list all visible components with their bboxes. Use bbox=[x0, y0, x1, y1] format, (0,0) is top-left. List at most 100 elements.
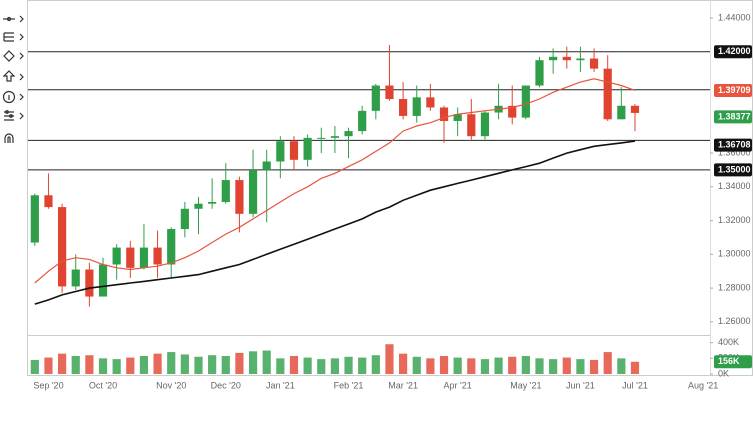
volume-bar bbox=[453, 357, 462, 374]
level-tag: 1.42000 bbox=[718, 46, 751, 56]
candle-body bbox=[330, 136, 339, 138]
price-tag-bg bbox=[714, 110, 752, 124]
volume-bar bbox=[85, 355, 94, 374]
volume-bar bbox=[235, 352, 244, 374]
y-tick-label: 1.28000 bbox=[718, 282, 751, 292]
volume-bar bbox=[589, 359, 599, 374]
ma-tag: 1.39709 bbox=[718, 85, 751, 95]
volume-tag-bg bbox=[714, 355, 752, 369]
y-tick-label: 1.26000 bbox=[718, 316, 751, 326]
candle-body bbox=[262, 161, 271, 170]
volume-bar bbox=[603, 352, 612, 374]
candle-body bbox=[153, 247, 162, 265]
ma-tag: 1.36708 bbox=[718, 139, 751, 149]
volume-bar bbox=[562, 357, 571, 374]
candle-body bbox=[58, 207, 67, 287]
volume-bar bbox=[494, 357, 503, 374]
candle-body bbox=[385, 85, 394, 100]
volume-bar bbox=[71, 356, 80, 374]
candle-body bbox=[194, 203, 203, 209]
price-tag: 1.38377 bbox=[718, 111, 751, 121]
candle-body bbox=[358, 110, 367, 132]
candle-body bbox=[399, 99, 408, 116]
tool-line[interactable] bbox=[3, 15, 24, 23]
tool-shape[interactable] bbox=[3, 50, 24, 62]
candle-body bbox=[303, 137, 312, 160]
volume-bar bbox=[467, 358, 476, 374]
volume-bar bbox=[126, 357, 135, 374]
candle-body bbox=[289, 141, 299, 160]
level-tag-bg bbox=[714, 163, 752, 177]
volume-bar bbox=[221, 356, 230, 374]
candle-body bbox=[248, 169, 258, 214]
candle-body bbox=[71, 269, 80, 287]
candle-body bbox=[208, 202, 217, 204]
volume-bar bbox=[180, 354, 189, 374]
candle-body bbox=[412, 97, 421, 116]
volume-bar bbox=[439, 356, 449, 374]
level-tag: 1.35000 bbox=[718, 164, 751, 174]
volume-bar bbox=[289, 356, 299, 374]
toolbar bbox=[2, 15, 24, 143]
volume-bar bbox=[399, 353, 408, 374]
candle-body bbox=[630, 105, 640, 113]
candle-body bbox=[589, 58, 599, 69]
x-tick-label: Sep '20 bbox=[33, 380, 63, 390]
volume-bar bbox=[58, 353, 67, 374]
tool-settings[interactable] bbox=[4, 110, 24, 121]
candle-body bbox=[480, 112, 490, 137]
moving-average bbox=[34, 78, 636, 284]
candle-body bbox=[30, 195, 39, 243]
volume-bar bbox=[385, 344, 394, 374]
tool-magnet[interactable] bbox=[4, 133, 14, 143]
candle-body bbox=[344, 131, 353, 137]
x-tick-label: Dec '20 bbox=[211, 380, 241, 390]
x-tick-label: Jan '21 bbox=[266, 380, 295, 390]
volume-bar bbox=[194, 356, 203, 374]
candle-body bbox=[562, 56, 571, 61]
volume-bar bbox=[617, 358, 626, 374]
candle-body bbox=[276, 141, 285, 162]
volume-tag: 156K bbox=[718, 356, 740, 366]
volume-bar bbox=[630, 361, 640, 374]
volume-bar bbox=[480, 359, 490, 374]
volume-bar bbox=[208, 355, 217, 374]
x-tick-label: Jun '21 bbox=[566, 380, 595, 390]
y-tick-label: 1.44000 bbox=[718, 12, 751, 22]
volume-bar bbox=[44, 357, 53, 374]
ma-tag-bg bbox=[714, 83, 752, 97]
candle-body bbox=[603, 68, 612, 120]
y-tick-label: 1.34000 bbox=[718, 181, 751, 191]
tool-info[interactable] bbox=[2, 90, 24, 104]
volume-bar bbox=[303, 357, 312, 374]
volume-bar bbox=[535, 358, 544, 374]
volume-bar bbox=[549, 359, 558, 374]
candle-body bbox=[167, 229, 176, 265]
chart-frame bbox=[27, 0, 753, 376]
tool-arrow[interactable] bbox=[2, 70, 24, 82]
candle-body bbox=[576, 58, 585, 61]
x-tick-label: May '21 bbox=[510, 380, 541, 390]
candle-body bbox=[317, 137, 326, 139]
ma-tag-bg bbox=[714, 138, 752, 152]
candle-body bbox=[139, 247, 149, 268]
volume-bar bbox=[276, 358, 285, 374]
candle-body bbox=[467, 114, 476, 137]
tool-fib[interactable] bbox=[3, 32, 24, 42]
candle-body bbox=[235, 180, 244, 214]
x-tick-label: Oct '20 bbox=[89, 380, 117, 390]
y-tick-label: 1.32000 bbox=[718, 215, 751, 225]
x-tick-label: Aug '21 bbox=[688, 380, 718, 390]
moving-average bbox=[34, 140, 636, 305]
x-tick-label: Feb '21 bbox=[334, 380, 364, 390]
volume-bar bbox=[98, 358, 108, 374]
candle-body bbox=[180, 208, 189, 230]
volume-bar bbox=[426, 358, 435, 374]
candle-body bbox=[535, 60, 544, 86]
volume-bar bbox=[344, 356, 353, 374]
volume-bar bbox=[112, 359, 121, 374]
volume-bar bbox=[412, 356, 421, 374]
candle-body bbox=[44, 195, 53, 208]
level-tag-bg bbox=[714, 45, 752, 59]
candle-body bbox=[508, 105, 517, 118]
